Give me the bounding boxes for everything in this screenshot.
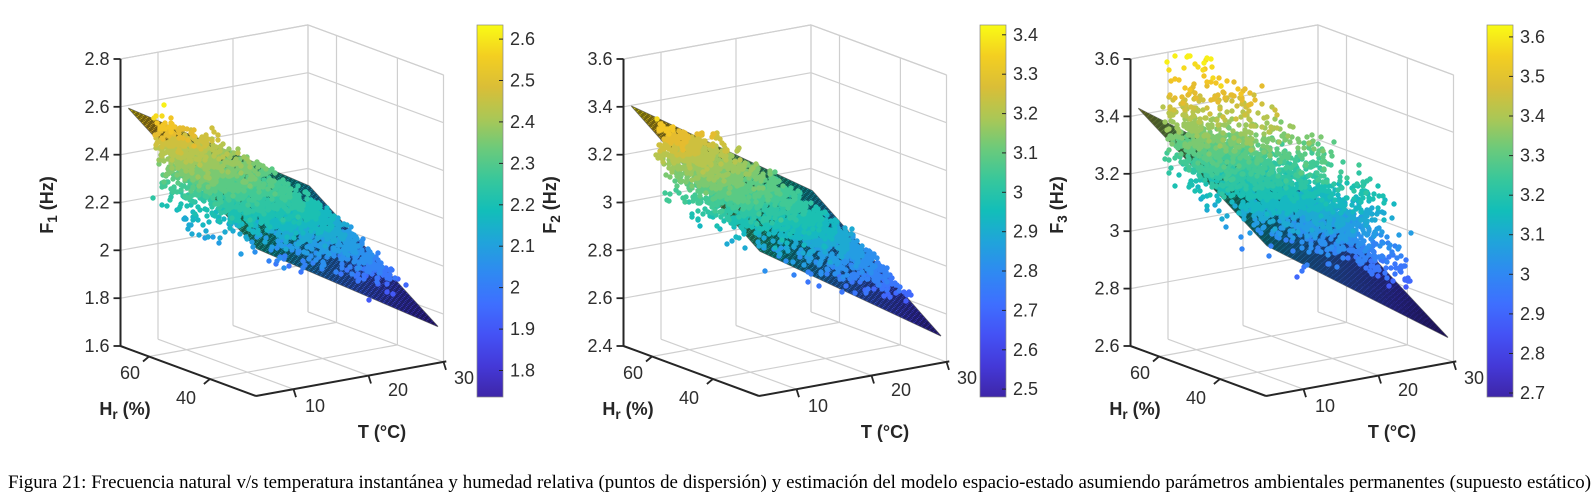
svg-text:3: 3 <box>1109 221 1119 241</box>
svg-text:Hr (%): Hr (%) <box>1109 399 1160 422</box>
svg-text:3.5: 3.5 <box>1520 66 1545 86</box>
svg-text:3.1: 3.1 <box>1520 225 1545 245</box>
svg-text:3.6: 3.6 <box>1094 49 1119 69</box>
svg-text:3: 3 <box>1520 264 1530 284</box>
svg-text:3: 3 <box>602 193 612 213</box>
svg-text:3.2: 3.2 <box>1094 164 1119 184</box>
svg-text:2.7: 2.7 <box>1013 300 1038 320</box>
svg-text:10: 10 <box>305 396 325 416</box>
svg-text:2.1: 2.1 <box>510 236 535 256</box>
svg-text:30: 30 <box>1464 368 1484 388</box>
svg-text:60: 60 <box>1130 363 1150 383</box>
svg-text:20: 20 <box>1398 380 1418 400</box>
svg-text:1.8: 1.8 <box>84 288 109 308</box>
svg-text:2.8: 2.8 <box>84 49 109 69</box>
svg-text:T (°C): T (°C) <box>358 422 406 442</box>
svg-text:2.9: 2.9 <box>1520 304 1545 324</box>
svg-text:2.2: 2.2 <box>510 195 535 215</box>
svg-text:2.7: 2.7 <box>1520 383 1545 403</box>
svg-text:1.9: 1.9 <box>510 319 535 339</box>
svg-text:3.4: 3.4 <box>1094 106 1119 126</box>
svg-text:2.6: 2.6 <box>510 29 535 49</box>
svg-text:3.3: 3.3 <box>1520 146 1545 166</box>
svg-text:2.6: 2.6 <box>84 97 109 117</box>
svg-text:1.6: 1.6 <box>84 336 109 356</box>
svg-text:3.6: 3.6 <box>587 49 612 69</box>
svg-text:2.6: 2.6 <box>1094 336 1119 356</box>
svg-text:T (°C): T (°C) <box>1368 422 1416 442</box>
svg-text:60: 60 <box>120 363 140 383</box>
svg-text:3.2: 3.2 <box>1520 185 1545 205</box>
svg-text:2.4: 2.4 <box>587 336 612 356</box>
svg-text:2.5: 2.5 <box>1013 379 1038 399</box>
svg-text:3.3: 3.3 <box>1013 64 1038 84</box>
svg-text:2.3: 2.3 <box>510 153 535 173</box>
svg-text:2.4: 2.4 <box>84 145 109 165</box>
svg-text:60: 60 <box>623 363 643 383</box>
svg-text:2.6: 2.6 <box>587 288 612 308</box>
svg-text:2.8: 2.8 <box>587 240 612 260</box>
svg-text:2.5: 2.5 <box>510 71 535 91</box>
svg-text:30: 30 <box>957 368 977 388</box>
svg-text:10: 10 <box>1315 396 1335 416</box>
svg-text:10: 10 <box>808 396 828 416</box>
svg-text:2.8: 2.8 <box>1520 344 1545 364</box>
svg-text:40: 40 <box>1186 388 1206 408</box>
svg-text:F2 (Hz): F2 (Hz) <box>540 176 563 234</box>
svg-text:2.2: 2.2 <box>84 193 109 213</box>
svg-text:3.4: 3.4 <box>1013 25 1038 45</box>
svg-text:3.1: 3.1 <box>1013 143 1038 163</box>
svg-text:2: 2 <box>99 240 109 260</box>
svg-text:2.8: 2.8 <box>1013 261 1038 281</box>
svg-text:2: 2 <box>510 278 520 298</box>
svg-text:2.4: 2.4 <box>510 112 535 132</box>
svg-text:3: 3 <box>1013 182 1023 202</box>
svg-text:3.4: 3.4 <box>1520 106 1545 126</box>
svg-text:30: 30 <box>454 368 474 388</box>
svg-text:3.6: 3.6 <box>1520 27 1545 47</box>
svg-text:40: 40 <box>679 388 699 408</box>
svg-text:40: 40 <box>176 388 196 408</box>
svg-text:F1 (Hz): F1 (Hz) <box>37 176 60 234</box>
svg-text:1.8: 1.8 <box>510 361 535 381</box>
svg-text:2.9: 2.9 <box>1013 222 1038 242</box>
svg-text:3.2: 3.2 <box>1013 104 1038 124</box>
svg-text:20: 20 <box>388 380 408 400</box>
svg-text:T (°C): T (°C) <box>861 422 909 442</box>
svg-text:2.6: 2.6 <box>1013 340 1038 360</box>
svg-text:F3 (Hz): F3 (Hz) <box>1047 176 1070 234</box>
svg-text:20: 20 <box>891 380 911 400</box>
svg-text:3.4: 3.4 <box>587 97 612 117</box>
svg-text:Hr (%): Hr (%) <box>99 399 150 422</box>
svg-text:2.8: 2.8 <box>1094 279 1119 299</box>
svg-text:Hr (%): Hr (%) <box>602 399 653 422</box>
svg-text:3.2: 3.2 <box>587 145 612 165</box>
